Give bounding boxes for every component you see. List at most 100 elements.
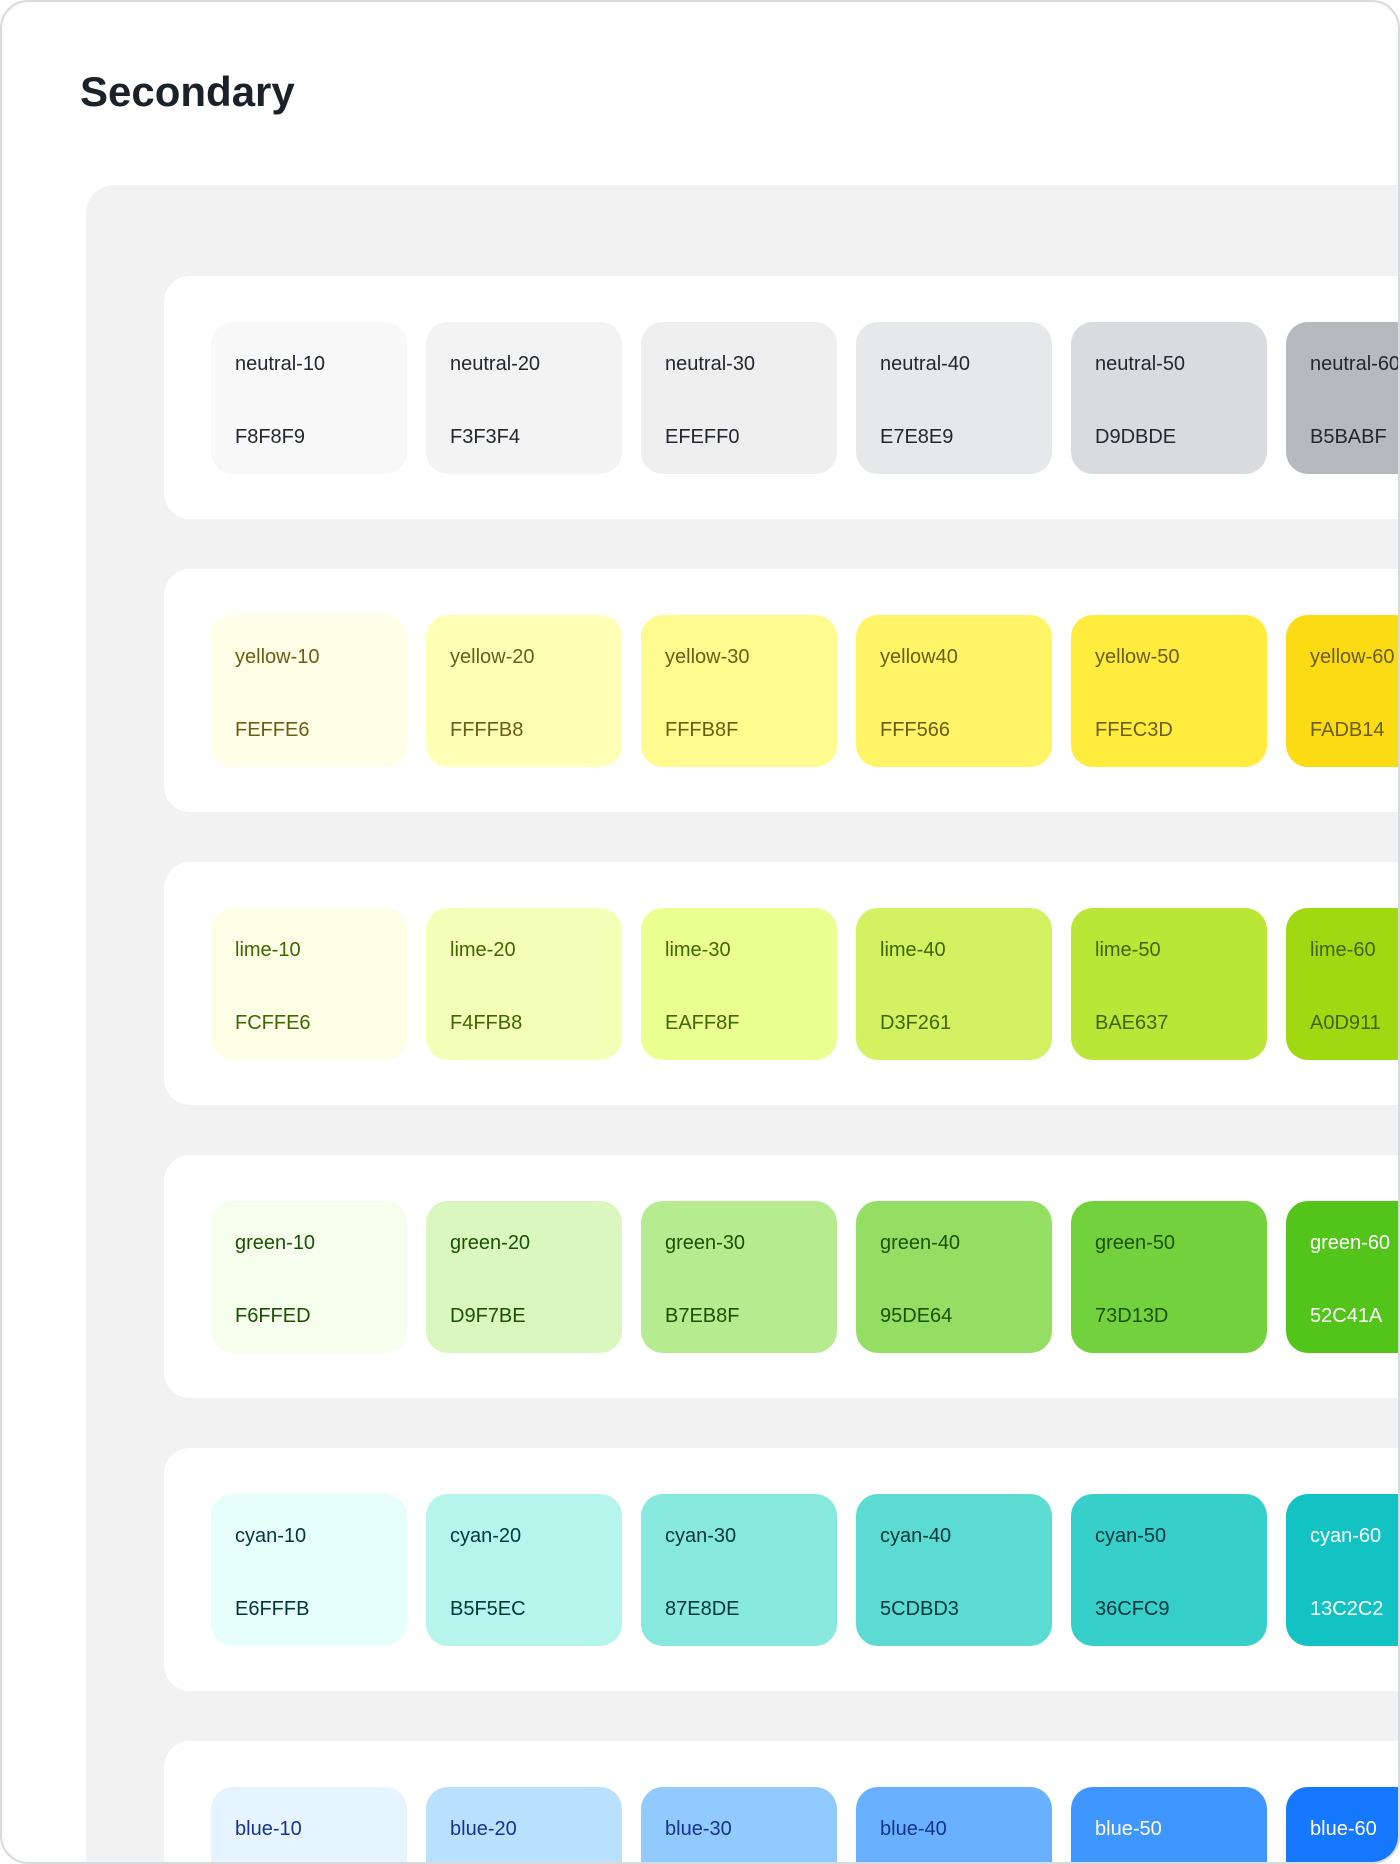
swatch-name-label: lime-10 (235, 939, 301, 961)
swatch-name-label: blue-50 (1095, 1818, 1162, 1840)
swatch-hex-value: 52C41A (1310, 1305, 1383, 1327)
swatch-name-label: green-50 (1095, 1232, 1176, 1254)
swatch-name-label: yellow-10 (235, 646, 320, 668)
swatch-green-40[interactable]: green-40 95DE64 (856, 1201, 1052, 1353)
swatch-blue-30[interactable]: blue-30 (641, 1787, 837, 1862)
swatch-cyan-50[interactable]: cyan-50 36CFC9 (1071, 1494, 1267, 1646)
swatch-yellow-30[interactable]: yellow-30 FFFB8F (641, 615, 837, 767)
swatch-strip-lime: lime-10 FCFFE6 lime-20 F4FFB8 lime-30 EAFF8F l… (211, 908, 1398, 1060)
swatch-hex-value: F3F3F4 (450, 426, 521, 448)
swatch-name-label: yellow-60 (1310, 646, 1395, 668)
swatch-yellow-10[interactable]: yellow-10 FEFFE6 (211, 615, 407, 767)
swatch-hex-value: D3F261 (880, 1012, 952, 1034)
swatch-blue-50[interactable]: blue-50 (1071, 1787, 1267, 1862)
swatch-strip-cyan: cyan-10 E6FFFB cyan-20 B5F5EC cyan-30 87E8DE c… (211, 1494, 1398, 1646)
swatch-cyan-40[interactable]: cyan-40 5CDBD3 (856, 1494, 1052, 1646)
swatch-name-label: neutral-20 (450, 353, 541, 375)
swatch-hex-value: BAE637 (1095, 1012, 1169, 1034)
palette-row-card-lime: lime-10 FCFFE6 lime-20 F4FFB8 lime-30 EAFF8F l… (164, 862, 1398, 1105)
swatch-hex-value: 13C2C2 (1310, 1598, 1384, 1620)
swatch-hex-value: F4FFB8 (450, 1012, 523, 1034)
swatch-neutral-30[interactable]: neutral-30 EFEFF0 (641, 322, 837, 474)
swatch-strip-blue: blue-10 blue-20 blue-30 blue-40 blue-50 blue-… (211, 1787, 1398, 1862)
swatch-green-10[interactable]: green-10 F6FFED (211, 1201, 407, 1353)
swatch-neutral-10[interactable]: neutral-10 F8F8F9 (211, 322, 407, 474)
swatch-neutral-60[interactable]: neutral-60 B5BABF (1286, 322, 1400, 474)
swatch-hex-value: FFEC3D (1095, 719, 1173, 741)
swatch-name-label: cyan-50 (1095, 1525, 1167, 1547)
swatch-hex-value: 87E8DE (665, 1598, 740, 1620)
swatch-name-label: cyan-10 (235, 1525, 307, 1547)
swatch-hex-value: E7E8E9 (880, 426, 954, 448)
swatch-hex-value: B7EB8F (665, 1305, 740, 1327)
swatch-lime-60[interactable]: lime-60 A0D911 (1286, 908, 1398, 1060)
swatch-lime-50[interactable]: lime-50 BAE637 (1071, 908, 1267, 1060)
swatch-hex-value: D9F7BE (450, 1305, 526, 1327)
swatch-lime-10[interactable]: lime-10 FCFFE6 (211, 908, 407, 1060)
swatch-hex-value: FCFFE6 (235, 1012, 311, 1034)
swatch-name-label: lime-60 (1310, 939, 1376, 961)
swatch-name-label: blue-40 (880, 1818, 947, 1840)
swatch-blue-10[interactable]: blue-10 (211, 1787, 407, 1862)
swatch-hex-value: EAFF8F (665, 1012, 740, 1034)
swatch-name-label: blue-60 (1310, 1818, 1377, 1840)
swatch-green-30[interactable]: green-30 B7EB8F (641, 1201, 837, 1353)
swatch-lime-20[interactable]: lime-20 F4FFB8 (426, 908, 622, 1060)
swatch-name-label: green-60 (1310, 1232, 1391, 1254)
swatch-name-label: green-40 (880, 1232, 961, 1254)
swatch-name-label: blue-30 (665, 1818, 732, 1840)
secondary-palette-panel: neutral-10 F8F8F9 neutral-20 F3F3F4 neutral-… (86, 185, 1400, 1862)
palette-row-card-blue: blue-10 blue-20 blue-30 blue-40 blue-50 blue-… (164, 1741, 1398, 1862)
swatch-yellow40[interactable]: yellow40 FFF566 (856, 615, 1052, 767)
swatch-lime-40[interactable]: lime-40 D3F261 (856, 908, 1052, 1060)
swatch-neutral-50[interactable]: neutral-50 D9DBDE (1071, 322, 1267, 474)
swatch-hex-value: E6FFFB (235, 1598, 310, 1620)
swatch-name-label: yellow-30 (665, 646, 750, 668)
swatch-hex-value: F6FFED (235, 1305, 311, 1327)
swatch-yellow-20[interactable]: yellow-20 FFFFB8 (426, 615, 622, 767)
swatch-hex-value: D9DBDE (1095, 426, 1177, 448)
swatch-hex-value: B5F5EC (450, 1598, 526, 1620)
swatch-yellow-50[interactable]: yellow-50 FFEC3D (1071, 615, 1267, 767)
swatch-yellow-60[interactable]: yellow-60 FADB14 (1286, 615, 1398, 767)
swatch-cyan-20[interactable]: cyan-20 B5F5EC (426, 1494, 622, 1646)
swatch-green-20[interactable]: green-20 D9F7BE (426, 1201, 622, 1353)
swatch-hex-value: 5CDBD3 (880, 1598, 959, 1620)
swatch-blue-20[interactable]: blue-20 (426, 1787, 622, 1862)
swatch-hex-value: 36CFC9 (1095, 1598, 1170, 1620)
swatch-lime-30[interactable]: lime-30 EAFF8F (641, 908, 837, 1060)
swatch-hex-value: FFFFB8 (450, 719, 524, 741)
swatch-cyan-60[interactable]: cyan-60 13C2C2 (1286, 1494, 1398, 1646)
swatch-name-label: blue-20 (450, 1818, 517, 1840)
swatch-hex-value: 95DE64 (880, 1305, 953, 1327)
swatch-green-60[interactable]: green-60 52C41A (1286, 1201, 1398, 1353)
swatch-hex-value: A0D911 (1310, 1012, 1381, 1034)
swatch-neutral-20[interactable]: neutral-20 F3F3F4 (426, 322, 622, 474)
page-title: Secondary (80, 68, 295, 115)
swatch-name-label: blue-10 (235, 1818, 302, 1840)
swatch-name-label: lime-30 (665, 939, 731, 961)
swatch-name-label: neutral-10 (235, 353, 326, 375)
swatch-hex-value: B5BABF (1310, 426, 1387, 448)
swatch-blue-60[interactable]: blue-60 (1286, 1787, 1398, 1862)
swatch-green-50[interactable]: green-50 73D13D (1071, 1201, 1267, 1353)
palette-row-card-green: green-10 F6FFED green-20 D9F7BE green-30 B7EB… (164, 1155, 1398, 1398)
swatch-blue-40[interactable]: blue-40 (856, 1787, 1052, 1862)
swatch-neutral-40[interactable]: neutral-40 E7E8E9 (856, 322, 1052, 474)
swatch-hex-value: FEFFE6 (235, 719, 310, 741)
palette-row-card-cyan: cyan-10 E6FFFB cyan-20 B5F5EC cyan-30 87E8DE c… (164, 1448, 1398, 1691)
palette-row-card-yellow: yellow-10 FEFFE6 yellow-20 FFFFB8 yellow-30 F… (164, 569, 1398, 812)
swatch-hex-value: FADB14 (1310, 719, 1385, 741)
swatch-name-label: cyan-60 (1310, 1525, 1382, 1547)
swatch-name-label: neutral-30 (665, 353, 756, 375)
swatch-strip-neutral: neutral-10 F8F8F9 neutral-20 F3F3F4 neutral-… (211, 322, 1400, 474)
swatch-cyan-30[interactable]: cyan-30 87E8DE (641, 1494, 837, 1646)
swatch-strip-yellow: yellow-10 FEFFE6 yellow-20 FFFFB8 yellow-30 F… (211, 615, 1398, 767)
swatch-name-label: cyan-30 (665, 1525, 737, 1547)
swatch-name-label: neutral-60 (1310, 353, 1400, 375)
swatch-name-label: cyan-20 (450, 1525, 522, 1547)
swatch-cyan-10[interactable]: cyan-10 E6FFFB (211, 1494, 407, 1646)
swatch-name-label: neutral-50 (1095, 353, 1186, 375)
swatch-name-label: cyan-40 (880, 1525, 952, 1547)
